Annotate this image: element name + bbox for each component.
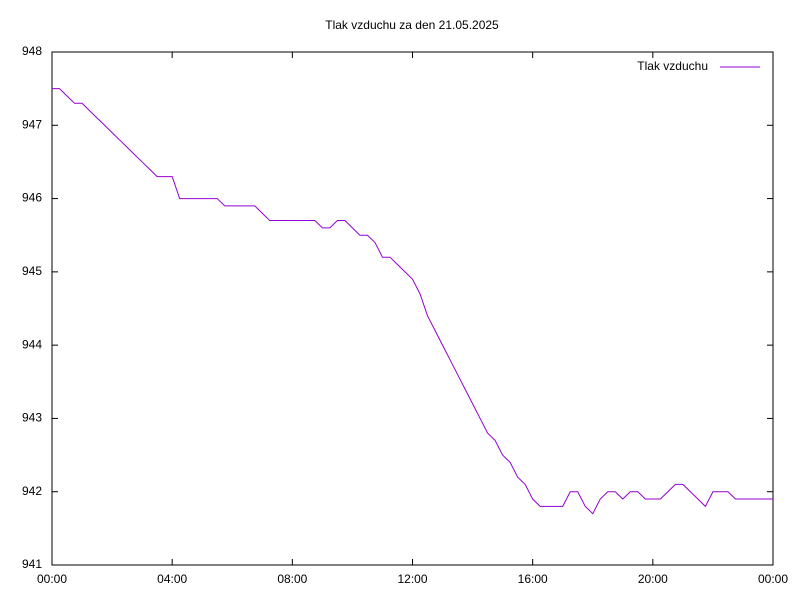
plot-frame xyxy=(51,51,774,566)
chart-title: Tlak vzduchu za den 21.05.2025 xyxy=(325,18,499,32)
y-tick-label: 943 xyxy=(22,411,42,425)
y-tick-label: 944 xyxy=(22,337,42,351)
x-tick-label: 08:00 xyxy=(277,572,307,586)
y-tick-label: 947 xyxy=(22,117,42,131)
y-tick-label: 948 xyxy=(22,44,42,58)
y-tick-label: 942 xyxy=(22,484,42,498)
x-tick-label: 12:00 xyxy=(397,572,427,586)
x-tick-label: 00:00 xyxy=(758,572,788,586)
legend-label: Tlak vzduchu xyxy=(637,59,708,73)
x-tick-label: 00:00 xyxy=(37,572,67,586)
y-tick-label: 941 xyxy=(22,557,42,571)
data-line xyxy=(52,88,773,515)
x-tick-label: 16:00 xyxy=(518,572,548,586)
x-tick-label: 20:00 xyxy=(638,572,668,586)
x-tick-label: 04:00 xyxy=(157,572,187,586)
y-tick-label: 946 xyxy=(22,191,42,205)
y-tick-label: 945 xyxy=(22,264,42,278)
